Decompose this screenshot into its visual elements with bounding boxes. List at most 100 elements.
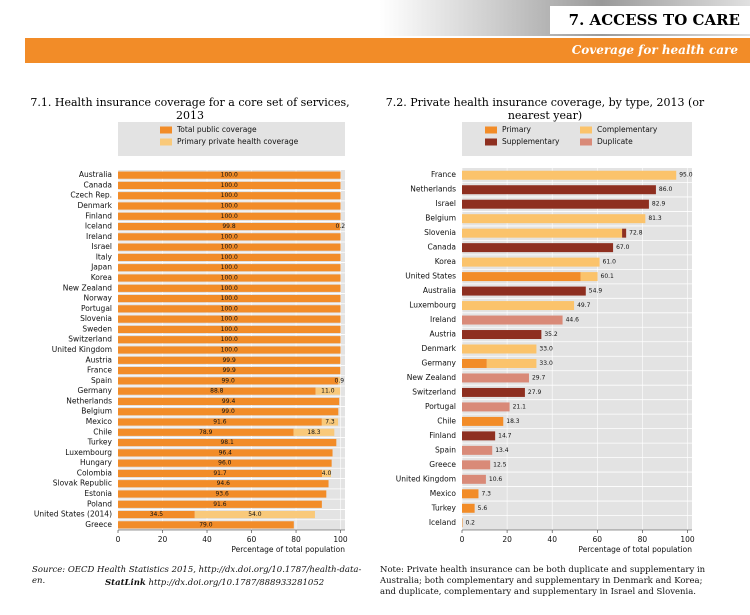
bar-segment bbox=[118, 397, 340, 406]
bar-segment bbox=[462, 431, 496, 441]
value-label: 99.9 bbox=[222, 357, 236, 364]
value-label: 91.7 bbox=[213, 470, 227, 477]
bar-segment bbox=[118, 377, 339, 385]
bar-segment bbox=[321, 418, 339, 426]
bar-segment bbox=[338, 377, 341, 385]
total-label: 95.0 bbox=[679, 172, 693, 179]
y-tick-label: Mexico bbox=[86, 417, 113, 426]
value-label: 4.0 bbox=[322, 470, 332, 477]
section-band: Coverage for health care bbox=[25, 38, 750, 63]
bar-segment bbox=[462, 199, 649, 209]
chapter-title: 7. ACCESS TO CARE bbox=[550, 6, 750, 34]
bar-segment bbox=[322, 469, 331, 478]
x-tick-label: 100 bbox=[680, 535, 695, 544]
bar-segment bbox=[462, 330, 542, 340]
y-tick-label: Germany bbox=[78, 386, 113, 395]
statlink-url[interactable]: http://dx.doi.org/10.1787/888933281052 bbox=[148, 578, 325, 588]
y-tick-label: Canada bbox=[427, 243, 456, 252]
total-label: 33.0 bbox=[539, 346, 553, 353]
bar-segment bbox=[462, 344, 537, 354]
bar-segment bbox=[118, 459, 332, 467]
total-label: 54.9 bbox=[589, 288, 603, 295]
legend-label: Complementary bbox=[597, 125, 658, 134]
x-tick-label: 0 bbox=[460, 535, 465, 544]
value-label: 91.6 bbox=[213, 501, 227, 508]
total-label: 61.0 bbox=[603, 259, 617, 266]
value-label: 93.6 bbox=[215, 491, 229, 498]
bar-segment bbox=[462, 387, 525, 397]
y-tick-label: France bbox=[431, 170, 456, 179]
y-tick-label: Czech Rep. bbox=[70, 191, 112, 200]
total-label: 13.4 bbox=[495, 447, 509, 454]
y-tick-label: Iceland bbox=[429, 518, 456, 527]
value-label: 100.0 bbox=[221, 264, 238, 271]
legend-swatch bbox=[485, 126, 497, 134]
total-label: 0.2 bbox=[465, 519, 475, 526]
y-tick-label: Italy bbox=[96, 252, 113, 261]
bar-segment bbox=[118, 366, 341, 375]
bar-segment bbox=[118, 510, 195, 519]
bar-segment bbox=[462, 460, 491, 470]
bar-segment bbox=[293, 428, 335, 436]
legend-swatch bbox=[580, 138, 592, 146]
bar-segment bbox=[118, 387, 316, 395]
legend-label: Total public coverage bbox=[176, 125, 257, 134]
total-label: 21.1 bbox=[513, 403, 527, 410]
bar-segment bbox=[462, 257, 600, 267]
legend-swatch bbox=[160, 126, 172, 134]
bar-segment bbox=[118, 500, 322, 508]
value-label: 0.9 bbox=[335, 377, 345, 384]
bar-segment bbox=[462, 416, 504, 426]
y-tick-label: Korea bbox=[91, 273, 112, 282]
value-label: 96.4 bbox=[219, 449, 233, 456]
source: Source: OECD Health Statistics 2015, htt… bbox=[32, 565, 362, 586]
value-label: 99.9 bbox=[222, 367, 236, 374]
bar-segment bbox=[486, 358, 537, 368]
bar-segment bbox=[462, 185, 656, 195]
total-label: 67.0 bbox=[616, 244, 630, 251]
value-label: 100.0 bbox=[221, 172, 238, 179]
value-label: 54.0 bbox=[248, 511, 262, 518]
bar-segment bbox=[118, 202, 341, 210]
y-tick-label: Sweden bbox=[82, 324, 112, 333]
bar-segment bbox=[118, 233, 341, 241]
y-tick-label: Belgium bbox=[81, 407, 112, 416]
total-label: 60.1 bbox=[601, 273, 615, 280]
bar-segment bbox=[340, 222, 341, 231]
bar-segment bbox=[194, 510, 315, 519]
total-label: 7.3 bbox=[481, 490, 491, 497]
bar-segment bbox=[118, 243, 341, 251]
statlink: StatLink http://dx.doi.org/10.1787/88893… bbox=[105, 578, 385, 589]
statlink-label: StatLink bbox=[105, 578, 146, 588]
value-label: 100.0 bbox=[221, 233, 238, 240]
y-tick-label: Canada bbox=[83, 180, 112, 189]
y-tick-label: Slovenia bbox=[424, 228, 456, 237]
y-tick-label: Austria bbox=[430, 330, 457, 339]
value-label: 34.5 bbox=[150, 511, 164, 518]
total-label: 35.2 bbox=[544, 331, 558, 338]
bar-segment bbox=[118, 325, 341, 334]
legend-swatch bbox=[160, 138, 172, 146]
value-label: 18.3 bbox=[307, 429, 321, 436]
total-label: 5.6 bbox=[478, 505, 488, 512]
value-label: 100.0 bbox=[221, 254, 238, 261]
bar-segment bbox=[118, 171, 341, 179]
y-tick-label: Turkey bbox=[87, 438, 113, 447]
x-tick-label: 60 bbox=[247, 535, 257, 544]
bar-segment bbox=[462, 243, 614, 253]
value-label: 88.8 bbox=[210, 388, 224, 395]
bar-segment bbox=[462, 358, 487, 368]
total-label: 10.6 bbox=[489, 476, 503, 483]
y-tick-label: Korea bbox=[435, 257, 456, 266]
y-tick-label: Turkey bbox=[431, 503, 457, 512]
bar-segment bbox=[118, 305, 341, 313]
value-label: 99.0 bbox=[221, 408, 235, 415]
legend-box bbox=[118, 122, 345, 156]
y-tick-label: Australia bbox=[79, 170, 112, 179]
total-label: 49.7 bbox=[577, 302, 591, 309]
x-tick-label: 100 bbox=[333, 535, 348, 544]
y-tick-label: Mexico bbox=[430, 489, 457, 498]
bar-segment bbox=[315, 387, 341, 395]
value-label: 79.0 bbox=[199, 521, 213, 528]
